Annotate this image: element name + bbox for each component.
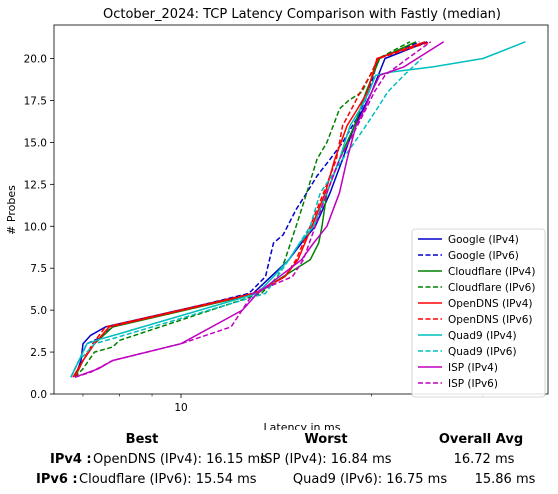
- y-tick-label: 0.0: [30, 389, 47, 401]
- summary-row-ipv4-label: IPv4 :: [50, 452, 92, 467]
- summary-row-ipv6-avg: 15.86 ms: [474, 472, 536, 487]
- legend-label: ISP (IPv6): [448, 378, 498, 390]
- summary-row-ipv4-worst: ISP (IPv4): 16.84 ms: [260, 452, 392, 467]
- series-line-3: [74, 41, 411, 378]
- x-tick-label: 10: [174, 402, 187, 414]
- y-tick-label: 2.5: [30, 347, 47, 359]
- summary-row-ipv6-worst: Quad9 (IPv6): 16.75 ms: [292, 472, 448, 487]
- series-line-4: [72, 41, 426, 378]
- legend-label: Google (IPv4): [448, 234, 519, 246]
- y-tick-label: 12.5: [24, 179, 47, 191]
- y-tick-label: 10.0: [24, 221, 47, 233]
- series-line-2: [74, 41, 417, 378]
- legend-label: ISP (IPv4): [448, 362, 498, 374]
- series-line-8: [74, 41, 445, 378]
- legend-label: OpenDNS (IPv6): [448, 314, 533, 326]
- legend-frame: [411, 228, 546, 398]
- summary-row-ipv6-best: Cloudflare (IPv6): 15.54 ms: [79, 472, 257, 487]
- y-tick-label: 5.0: [30, 305, 47, 317]
- legend-label: Cloudflare (IPv4): [448, 266, 535, 278]
- summary-header-best: Best: [125, 432, 159, 447]
- latency-chart: October_2024: TCP Latency Comparison wit…: [5, 7, 549, 430]
- legend-label: Quad9 (IPv4): [448, 330, 517, 342]
- chart-title: October_2024: TCP Latency Comparison wit…: [103, 7, 501, 22]
- series-line-5: [74, 41, 431, 378]
- y-tick-label: 17.5: [24, 95, 47, 107]
- y-tick-label: 7.5: [30, 263, 47, 275]
- x-axis-label: Latency in ms: [264, 421, 341, 430]
- y-tick-label: 15.0: [24, 137, 47, 149]
- legend-label: Quad9 (IPv6): [448, 346, 517, 358]
- summary-header-avg: Overall Avg: [438, 432, 524, 447]
- legend: Google (IPv4) Google (IPv6) Cloudflare (IP…: [411, 228, 546, 398]
- series-line-9: [74, 41, 432, 378]
- summary-header-worst: Worst: [304, 432, 348, 447]
- series-line-7: [70, 57, 423, 378]
- series-lines: [70, 41, 526, 378]
- y-tick-label: 20.0: [24, 54, 47, 66]
- legend-label: Google (IPv6): [448, 250, 519, 262]
- y-axis-label: # Probes: [5, 185, 18, 235]
- y-axis: 0.0 2.5 5.0 7.5 10.0 12.5 15.0 17.5 20.0: [24, 54, 54, 401]
- summary-row-ipv4-best: OpenDNS (IPv4): 16.15 ms: [93, 452, 267, 467]
- plot-frame: [53, 24, 549, 395]
- summary-row-ipv4-avg: 16.72 ms: [453, 452, 515, 467]
- legend-label: OpenDNS (IPv4): [448, 298, 533, 310]
- legend-label: Cloudflare (IPv6): [448, 282, 535, 294]
- summary-row-ipv6-label: IPv6 :: [36, 472, 78, 487]
